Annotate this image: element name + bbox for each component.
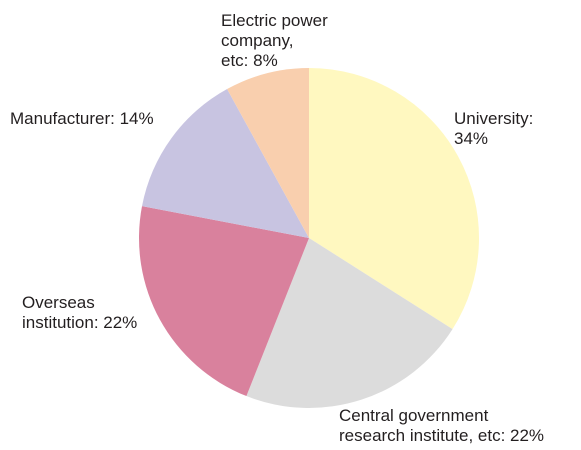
slice-label-electric-power-company-etc: Electric power company, etc: 8% — [221, 11, 328, 70]
pie-slice-overseas-institution — [139, 206, 309, 397]
slice-label-line: Electric power — [221, 11, 328, 30]
slice-label-line: 34% — [454, 129, 488, 148]
pie-slice-manufacturer — [142, 89, 309, 238]
slice-label-line: etc: 8% — [221, 51, 278, 70]
slice-label-manufacturer: Manufacturer: 14% — [10, 109, 154, 128]
slice-label-line: Overseas — [22, 293, 95, 312]
slice-label-line: research institute, etc: 22% — [339, 426, 544, 445]
pie-slice-electric-power-company-etc — [227, 68, 309, 238]
slice-label-line: institution: 22% — [22, 313, 137, 332]
slice-label-line: University: — [454, 109, 533, 128]
slice-label-central-government-research-institute-etc: Central government research institute, et… — [339, 406, 544, 445]
slice-label-overseas-institution: Overseas institution: 22% — [22, 293, 137, 332]
pie-labels: University: 34% Central government research… — [10, 11, 544, 445]
pie-slice-central-government-research-institute-etc — [246, 238, 453, 408]
pie-slice-university — [309, 68, 480, 330]
slice-label-line: company, — [221, 31, 293, 50]
pie-slices — [139, 68, 480, 408]
slice-label-line: Central government — [339, 406, 489, 425]
slice-label-university: University: 34% — [454, 109, 533, 148]
slice-label-line: Manufacturer: 14% — [10, 109, 154, 128]
